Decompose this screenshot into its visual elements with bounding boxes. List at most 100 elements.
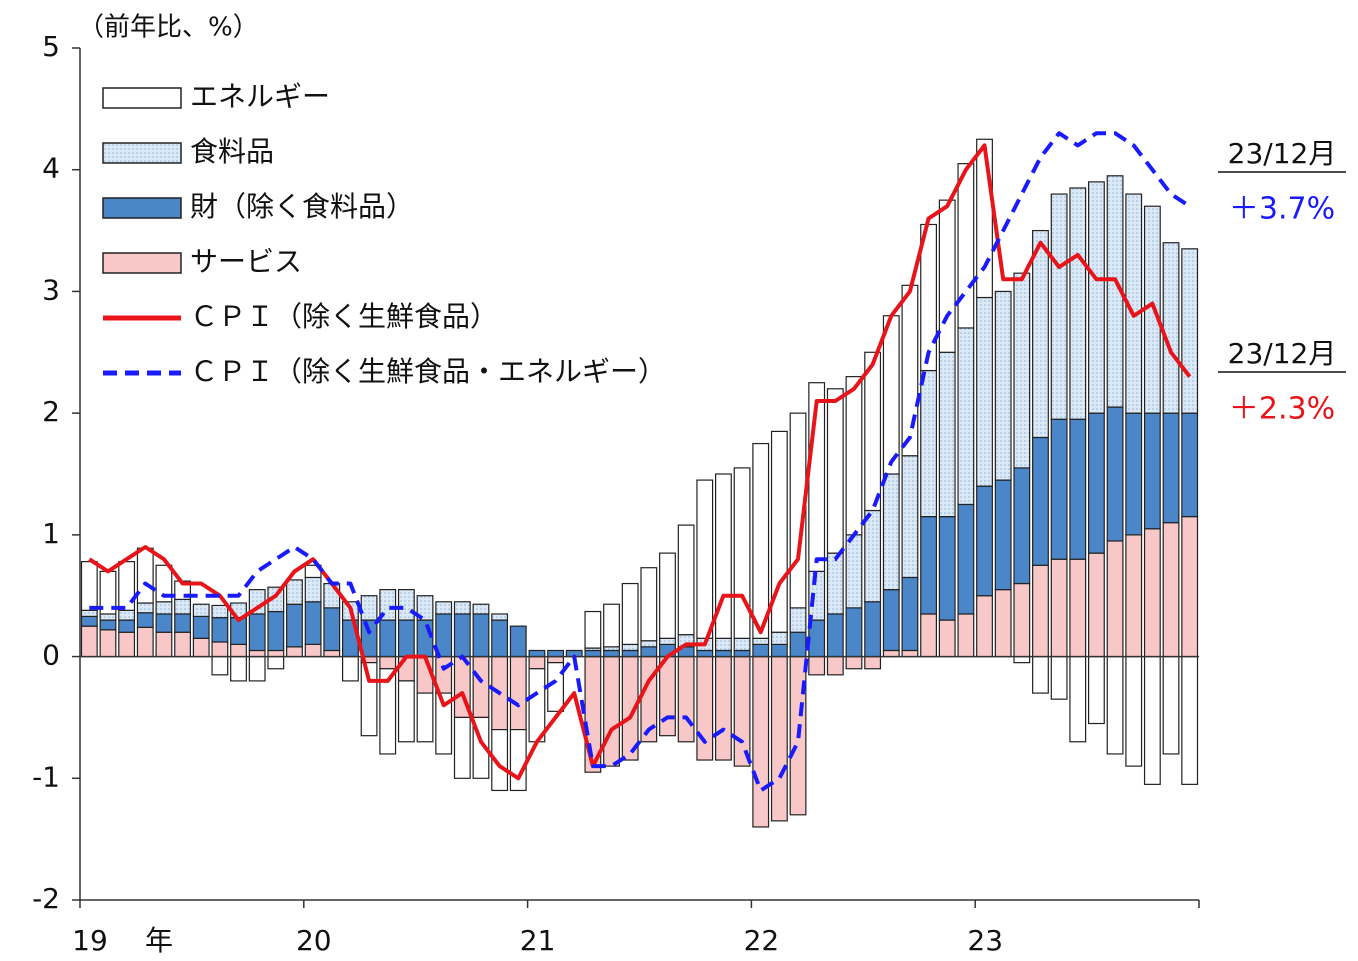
bar-segment (1013, 467, 1031, 585)
legend-label: ＣＰＩ（除く生鮮食品・エネルギー） (190, 355, 666, 388)
bar-segment (845, 607, 863, 658)
bar-segment (621, 643, 639, 652)
bar-segment (397, 589, 415, 621)
bar-segment (584, 610, 602, 649)
bar-segment (509, 625, 527, 658)
bar-segment (733, 467, 751, 639)
bar-segment (323, 582, 341, 609)
bar-segment (1069, 418, 1087, 560)
bar-segment (976, 296, 993, 487)
bar-segment (435, 692, 453, 755)
bar-segment (248, 655, 266, 682)
bar-segment (1032, 564, 1049, 658)
bar-segment (360, 619, 378, 658)
bar-segment (1143, 655, 1161, 785)
bar-segment (957, 163, 975, 329)
bar-segment (864, 509, 882, 603)
bar-segment (1125, 534, 1143, 658)
bar-segment (1050, 558, 1068, 658)
bar-segment (1143, 412, 1161, 530)
bar-segment (99, 629, 117, 658)
legend-label: 財（除く食料品） (190, 190, 414, 223)
bar-segment (1050, 193, 1068, 420)
bar-segment (1087, 552, 1105, 658)
annotation-date: 23/12月 (1228, 337, 1337, 370)
bar-segment (379, 668, 397, 755)
series-line (89, 131, 1191, 793)
bar-segment (472, 603, 490, 615)
bar-segment (845, 655, 863, 670)
bar-segment (696, 655, 714, 761)
bar-segment (826, 613, 844, 658)
bar-segment (1181, 655, 1199, 785)
bar-segment (752, 442, 770, 639)
bar-segment (547, 649, 564, 658)
bar-segment (267, 649, 285, 658)
bar-segment (920, 369, 937, 518)
bar-segment (957, 327, 975, 506)
legend-label: 食料品 (190, 135, 274, 168)
bar-segment (1181, 515, 1199, 658)
bar-segment (136, 547, 154, 604)
bar-segment (1050, 418, 1068, 560)
bar-segment (1087, 655, 1105, 725)
bar-segment (752, 637, 770, 645)
bar-segment (1106, 655, 1124, 755)
bar-segment (789, 631, 807, 658)
bar-segment (677, 524, 695, 636)
bar-segment (248, 649, 266, 658)
bar-segment (1181, 412, 1199, 518)
bar-segment (770, 631, 788, 646)
bar-segment (1069, 558, 1087, 658)
bar-segment (80, 615, 98, 627)
bar-segment (267, 610, 285, 652)
bar-segment (211, 641, 229, 658)
bar-segment (491, 728, 509, 792)
bar-segment (640, 640, 658, 648)
legend-label: サービス (190, 245, 302, 278)
bar-segment (864, 655, 882, 670)
bar-segment (435, 601, 453, 615)
bar-segment (192, 603, 210, 618)
bar-segment (453, 716, 471, 779)
bar-segment (976, 138, 993, 299)
x-tick-label: 23 (967, 924, 1003, 957)
bar-segment (1013, 272, 1031, 469)
bar-segment (994, 290, 1012, 481)
bar-segment (155, 631, 173, 658)
bar-segment (659, 552, 676, 639)
bar-segment (733, 649, 751, 658)
bar-segment (938, 619, 956, 658)
bar-segment (118, 631, 136, 658)
bar-segment (976, 595, 993, 658)
bar-segment (453, 613, 471, 658)
bar-segment (621, 582, 639, 645)
bar-segment (1069, 187, 1087, 420)
x-tick-label: 22 (744, 924, 780, 957)
bar-segment (826, 552, 844, 615)
bar-segment (1032, 436, 1049, 566)
bar-segment (304, 601, 322, 645)
bar-segment (938, 515, 956, 621)
bar-segment (770, 655, 788, 822)
bar-segment (397, 655, 415, 682)
bar-segment (994, 479, 1012, 591)
bar-segment (957, 613, 975, 658)
y-tick-label: 5 (42, 30, 60, 63)
bar-segment (80, 625, 98, 658)
y-tick-label: 1 (42, 517, 60, 550)
bar-segment (323, 607, 341, 652)
bar-segment (789, 412, 807, 609)
bar-segment (155, 564, 173, 603)
legend-swatch (102, 197, 182, 219)
bar-segment (1162, 412, 1180, 524)
annotation-value: ＋3.7% (1229, 192, 1335, 227)
bar-segment (733, 637, 751, 652)
legend-swatch (102, 142, 182, 164)
bar-segment (1143, 205, 1161, 414)
bar-segment (826, 655, 844, 676)
bar-segment (845, 534, 863, 609)
bar-segment (230, 643, 247, 658)
bar-segment (976, 485, 993, 597)
